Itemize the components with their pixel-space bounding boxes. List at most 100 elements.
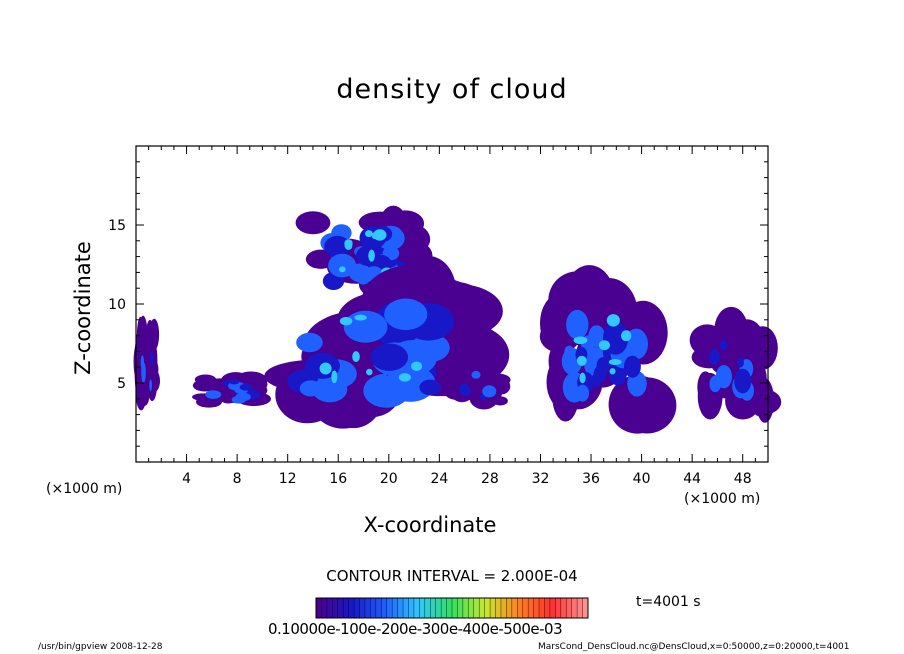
colorbar-swatch	[321, 598, 328, 618]
x-tick-label: 48	[734, 471, 752, 487]
cloud-cell-dense	[229, 379, 240, 385]
colorbar-swatch	[571, 598, 578, 618]
cloud-cell	[142, 380, 148, 403]
colorbar-labels: 0.10000e-100e-200e-300e-400e-500e-03	[268, 620, 563, 638]
colorbar-swatch	[511, 598, 518, 618]
colorbar-swatch	[375, 598, 382, 618]
cloud-cell-dense	[239, 383, 253, 391]
cloud-cell-peak	[366, 368, 373, 376]
colorbar-swatch	[359, 598, 366, 618]
cloud-cell-dense	[719, 339, 728, 351]
cloud-cell	[728, 319, 765, 364]
y-axis-label: Z-coordinate	[71, 241, 95, 375]
cloud-cell-peak	[411, 361, 423, 371]
y-tick-label: 10	[108, 297, 126, 313]
cloud-cell-peak	[344, 240, 353, 251]
cloud-cell-peak	[338, 266, 346, 273]
colorbar-swatch	[408, 598, 415, 618]
colorbar-swatch	[462, 598, 469, 618]
cloud-cell-dense	[150, 350, 154, 367]
colorbar-swatch	[316, 598, 322, 618]
cloud-cell-peak	[579, 372, 586, 384]
cloud-cell	[617, 377, 677, 434]
x-tick-label: 20	[380, 471, 398, 487]
colorbar-swatch	[326, 598, 333, 618]
colorbar-swatch	[370, 598, 377, 618]
colorbar-swatch	[539, 598, 545, 618]
colorbar-swatch	[435, 598, 442, 618]
colorbar-swatch	[457, 598, 464, 618]
colorbar-swatch	[386, 598, 393, 618]
cloud-cell-dense	[205, 390, 222, 399]
x-tick-label: 24	[430, 471, 448, 487]
cloud-cell-peak	[319, 362, 332, 375]
cloud-cell-dense	[566, 309, 589, 340]
cloud-cell-dense	[348, 263, 371, 283]
cloud-cell-dense	[709, 375, 721, 393]
cloud-cell-dense	[296, 332, 323, 353]
colorbar-swatch	[381, 598, 388, 618]
colorbar-swatch	[555, 598, 562, 618]
cloud-cell-dense	[737, 357, 744, 368]
x-tick-label: 12	[279, 471, 297, 487]
cloud-cell-dense	[384, 298, 428, 331]
time-label: t=4001 s	[636, 594, 701, 610]
x-tick-label: 28	[481, 471, 499, 487]
footer-program-date: /usr/bin/gpview 2008-12-28	[38, 642, 163, 652]
colorbar-swatch	[348, 598, 355, 618]
colorbar-swatch	[484, 598, 491, 618]
x-tick-label: 4	[182, 471, 191, 487]
cloud-cell-dense	[708, 349, 720, 365]
cloud-cell-dense	[576, 384, 590, 402]
colorbar-swatch	[517, 598, 524, 618]
cloud-cell	[194, 374, 217, 385]
cloud-cell-dense	[419, 379, 441, 396]
cloud-cell-dense	[471, 370, 481, 379]
y-tick-label: 5	[117, 376, 126, 392]
colorbar-swatch	[490, 598, 497, 618]
cloud-cell-peak	[606, 314, 620, 327]
colorbar	[315, 597, 589, 619]
colorbar-swatch	[582, 598, 589, 618]
colorbar-swatch	[560, 598, 567, 618]
contour-interval-label: CONTOUR INTERVAL = 2.000E-04	[326, 567, 578, 585]
cloud-cell-dense	[231, 395, 247, 404]
cloud-cell-dense	[299, 380, 322, 397]
cloud-cell-peak	[620, 330, 632, 342]
colorbar-swatch	[419, 598, 426, 618]
cloud-cell	[493, 378, 511, 395]
x-unit-label-right: (×1000 m)	[684, 491, 761, 507]
colorbar-swatch	[343, 598, 350, 618]
colorbar-swatch	[566, 598, 573, 618]
colorbar-swatch	[500, 598, 507, 618]
cloud-cell-dense	[140, 355, 145, 371]
colorbar-swatch	[403, 598, 409, 618]
x-unit-label-left: (×1000 m)	[46, 481, 123, 497]
cloud-cell-peak	[598, 340, 610, 351]
cloud-cell-dense	[149, 379, 152, 392]
cloud-cell-peak	[573, 336, 588, 345]
cloud-cell-peak	[371, 232, 378, 240]
cloud-cell-dense	[312, 376, 348, 403]
cloud-cell-peak	[398, 373, 411, 382]
x-tick-label: 40	[633, 471, 651, 487]
cloud-cell-peak	[331, 370, 338, 384]
cloud-cell-dense	[564, 345, 575, 359]
colorbar-swatch	[364, 598, 371, 618]
cloud-cell-peak	[354, 314, 367, 321]
cloud-field	[133, 205, 782, 434]
colorbar-swatch	[452, 598, 458, 618]
cloud-cell-dense	[370, 343, 409, 371]
colorbar-swatch	[479, 598, 486, 618]
colorbar-swatch	[332, 598, 339, 618]
cloud-cell	[539, 294, 578, 353]
x-tick-label: 8	[233, 471, 242, 487]
colorbar-swatch	[413, 598, 420, 618]
colorbar-swatch	[549, 598, 556, 618]
chart-title: density of cloud	[336, 74, 568, 105]
colorbar-frame	[315, 597, 589, 619]
cloud-cell-dense	[343, 310, 388, 343]
cloud-cell-dense	[482, 385, 497, 398]
x-tick-label: 44	[683, 471, 701, 487]
